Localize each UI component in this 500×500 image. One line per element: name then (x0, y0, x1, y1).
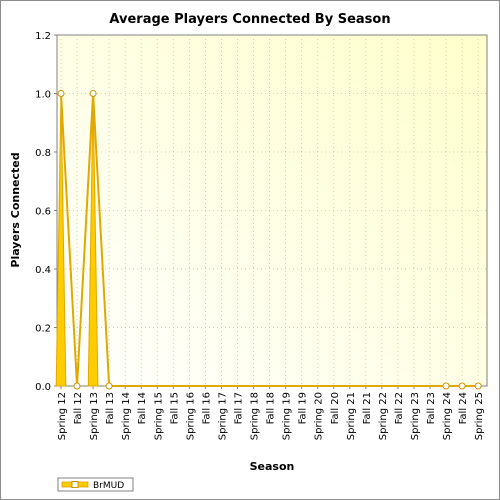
data-point (105, 382, 113, 390)
data-point (474, 382, 482, 390)
x-tick-label: Spring 24 (442, 392, 453, 440)
x-tick-label: Spring 15 (153, 392, 164, 440)
plot-area (56, 34, 488, 387)
x-tick-label: Spring 22 (378, 392, 389, 440)
y-tick-label: 0.0 (35, 382, 51, 393)
x-tick-label: Spring 14 (121, 392, 132, 440)
y-tick-label: 0.6 (35, 207, 51, 218)
grid-lines (57, 35, 487, 386)
x-tick-label: Spring 19 (282, 392, 293, 440)
y-tick-label: 1.0 (35, 90, 51, 101)
y-tick-label: 0.2 (35, 324, 51, 335)
x-tick-label: Fall 17 (233, 392, 244, 424)
x-tick-label: Spring 20 (314, 392, 325, 440)
y-tick-label: 1.2 (35, 31, 51, 42)
x-tick-label: Fall 21 (362, 392, 373, 424)
x-tick-label: Fall 22 (394, 392, 405, 424)
data-point (442, 382, 450, 390)
data-point (458, 382, 466, 390)
x-tick-label: Fall 23 (426, 392, 437, 424)
series-area (87, 93, 99, 387)
x-axis-title: Season (250, 460, 295, 473)
series-layer (55, 90, 482, 390)
x-tick-label: Fall 16 (201, 392, 212, 424)
x-tick-label: Spring 17 (217, 392, 228, 440)
x-axis-ticks: Spring 12 Fall 12 Spring 13 Fall 13 Spring 1… (57, 386, 485, 440)
x-tick-label: Spring 21 (346, 392, 357, 440)
data-point (89, 90, 97, 97)
legend: BrMUD (57, 477, 134, 492)
x-tick-label: Spring 16 (185, 392, 196, 440)
series-area (55, 93, 67, 387)
x-tick-label: Fall 19 (298, 392, 309, 424)
data-point (57, 90, 65, 97)
legend-marker (71, 481, 79, 488)
x-tick-label: Fall 18 (266, 392, 277, 424)
x-tick-label: Fall 20 (330, 392, 341, 424)
y-tick-label: 0.8 (35, 148, 51, 159)
x-tick-label: Spring 25 (474, 392, 485, 440)
x-tick-label: Fall 14 (137, 392, 148, 424)
x-tick-label: Fall 13 (105, 392, 116, 424)
legend-label-brmud: BrMUD (93, 481, 124, 491)
x-tick-label: Fall 12 (73, 392, 84, 424)
y-axis-title: Players Connected (9, 152, 22, 267)
y-axis-ticks: 0.0 0.2 0.4 0.6 0.8 1.0 1.2 (35, 31, 57, 393)
data-point (73, 382, 81, 390)
x-tick-label: Fall 15 (169, 392, 180, 424)
x-tick-label: Spring 18 (250, 392, 261, 440)
chart-title: Average Players Connected By Season (109, 12, 390, 27)
x-tick-label: Spring 23 (410, 392, 421, 440)
x-tick-label: Spring 12 (57, 392, 68, 440)
x-tick-label: Fall 24 (458, 392, 469, 424)
x-tick-label: Spring 13 (89, 392, 100, 440)
y-tick-label: 0.4 (35, 265, 51, 276)
